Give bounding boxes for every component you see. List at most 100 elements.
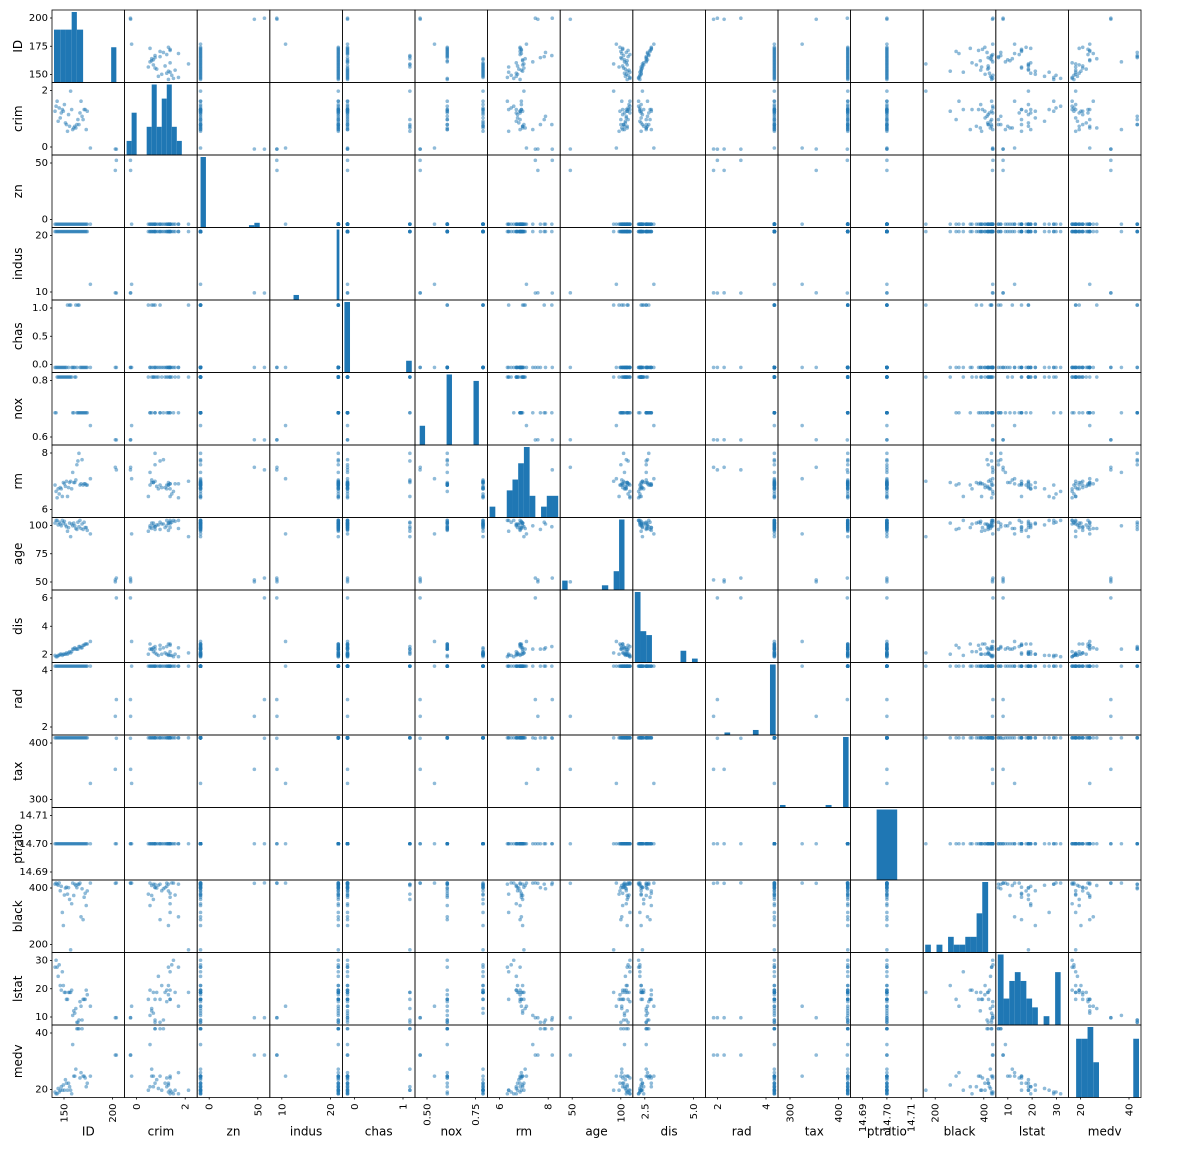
point-rm-vs-zn-31	[198, 483, 203, 487]
point-indus-vs-zn-33	[252, 291, 257, 295]
point-indus-vs-nox-34	[418, 291, 422, 295]
point-nox-vs-zn-20	[198, 375, 203, 379]
point-indus-vs-medv-20	[1094, 229, 1099, 234]
point-rm-vs-zn-34	[262, 468, 267, 472]
point-ID-vs-zn-34	[262, 16, 267, 21]
point-dis-vs-lstat-25	[1012, 646, 1017, 650]
point-zn-vs-chas-23	[408, 222, 412, 226]
point-zn-vs-indus-32	[283, 222, 288, 226]
point-crim-vs-indus-34	[274, 147, 279, 151]
point-crim-vs-lstat-30	[1028, 127, 1033, 132]
point-indus-vs-ID-32	[88, 282, 93, 287]
point-rm-vs-lstat-3	[1042, 487, 1047, 491]
point-nox-vs-black-16	[970, 375, 974, 379]
point-rm-vs-age-7	[628, 494, 632, 499]
point-crim-vs-lstat-12	[1019, 129, 1024, 134]
point-dis-vs-black-15	[924, 651, 928, 655]
point-rm-vs-dis-16	[641, 487, 646, 491]
point-rm-vs-medv-26	[1135, 457, 1140, 462]
point-zn-vs-medv-30	[1077, 222, 1081, 226]
point-dis-vs-medv-34	[1109, 576, 1113, 580]
point-ID-vs-crim-25	[176, 51, 181, 56]
point-nox-vs-black-31	[983, 410, 987, 415]
point-age-vs-lstat-28	[1019, 520, 1024, 524]
point-ID-vs-ptratio-34	[885, 16, 889, 21]
point-age-vs-ptratio-32	[885, 532, 889, 536]
point-dis-vs-rm-12	[506, 652, 511, 656]
point-crim-vs-black-8	[948, 109, 953, 114]
point-chas-vs-lstat-23	[998, 303, 1003, 307]
point-crim-vs-rm-2	[505, 99, 510, 104]
point-nox-vs-rad-34	[739, 438, 743, 442]
point-rm-vs-lstat-4	[1054, 492, 1058, 496]
point-dis-vs-crim-33	[128, 580, 133, 584]
point-crim-vs-dis-13	[640, 112, 645, 117]
point-age-vs-ptratio-31	[885, 528, 889, 533]
point-nox-vs-zn-34	[262, 438, 267, 442]
point-crim-vs-black-25	[957, 99, 961, 104]
point-chas-vs-lstat-4	[1054, 365, 1058, 370]
point-zn-vs-ID-31	[85, 222, 90, 226]
point-indus-vs-age-33	[568, 291, 573, 295]
point-dis-vs-medv-14	[1077, 649, 1081, 654]
point-rm-vs-zn-12	[198, 494, 203, 499]
point-ID-vs-medv-17	[1119, 60, 1124, 64]
point-crim-vs-ID-4	[57, 106, 61, 110]
point-nox-vs-chas-32	[345, 423, 350, 428]
point-crim-vs-ID-14	[67, 124, 72, 129]
point-rm-vs-lstat-12	[1019, 494, 1024, 499]
point-dis-vs-crim-13	[163, 651, 167, 655]
point-crim-vs-nox-32	[432, 146, 437, 150]
point-rad-vs-crim-32	[129, 664, 134, 668]
point-crim-vs-ID-20	[74, 126, 78, 130]
point-crim-vs-nox-25	[445, 99, 450, 104]
point-nox-vs-lstat-29	[1019, 410, 1024, 415]
point-ID-vs-lstat-5	[1033, 72, 1038, 77]
point-crim-vs-indus-27	[336, 117, 341, 122]
point-rm-vs-age-31	[618, 483, 622, 487]
point-age-vs-nox-15	[481, 534, 485, 539]
point-nox-vs-black-12	[979, 375, 984, 379]
point-rm-vs-ID-16	[69, 487, 74, 491]
point-nox-vs-crim-26	[161, 410, 166, 415]
point-crim-vs-tax-23	[845, 122, 850, 127]
point-nox-vs-crim-30	[148, 410, 152, 415]
point-indus-vs-medv-15	[1073, 229, 1078, 234]
point-crim-vs-age-34	[550, 147, 555, 151]
point-ID-vs-crim-11	[153, 66, 157, 70]
point-rm-vs-zn-17	[198, 470, 203, 475]
point-zn-vs-medv-17	[1119, 222, 1124, 226]
cell-ID-vs-chas	[341, 9, 416, 83]
point-indus-vs-medv-32	[1087, 282, 1092, 287]
point-crim-vs-nox-9	[481, 102, 485, 107]
point-age-vs-dis-34	[715, 596, 720, 600]
point-nox-vs-medv-20	[1094, 375, 1099, 379]
point-zn-vs-rm-4	[509, 222, 513, 226]
point-rm-vs-indus-23	[336, 451, 341, 456]
point-ID-vs-nox-32	[432, 42, 437, 46]
point-crim-vs-dis-8	[639, 109, 643, 114]
point-rm-vs-indus-34	[274, 468, 279, 472]
point-dis-vs-ptratio-33	[885, 580, 889, 584]
point-rad-vs-rm-33	[536, 714, 540, 719]
point-nox-vs-ID-18	[71, 410, 76, 415]
point-crim-vs-rm-4	[509, 106, 513, 110]
point-crim-vs-age-33	[568, 147, 573, 151]
point-rm-vs-ID-22	[76, 459, 80, 463]
point-dis-vs-rm-17	[530, 647, 535, 651]
point-dis-vs-lstat-33	[1001, 580, 1005, 584]
point-zn-vs-lstat-8	[1033, 222, 1038, 226]
point-age-vs-medv-28	[1087, 520, 1092, 524]
point-crim-vs-ptratio-27	[885, 117, 889, 122]
point-zn-vs-crim-27	[158, 222, 162, 226]
point-crim-vs-dis-14	[641, 124, 646, 129]
point-chas-vs-rm-32	[524, 365, 529, 370]
point-rad-vs-crim-23	[153, 664, 157, 668]
point-crim-vs-indus-32	[283, 146, 288, 150]
point-rm-vs-crim-23	[153, 451, 157, 456]
point-rm-vs-medv-2	[1070, 495, 1074, 500]
point-indus-vs-nox-20	[481, 229, 485, 234]
point-nox-vs-medv-17	[1119, 410, 1124, 415]
point-nox-vs-dis-33	[711, 437, 716, 442]
point-ID-vs-black-4	[991, 73, 995, 78]
